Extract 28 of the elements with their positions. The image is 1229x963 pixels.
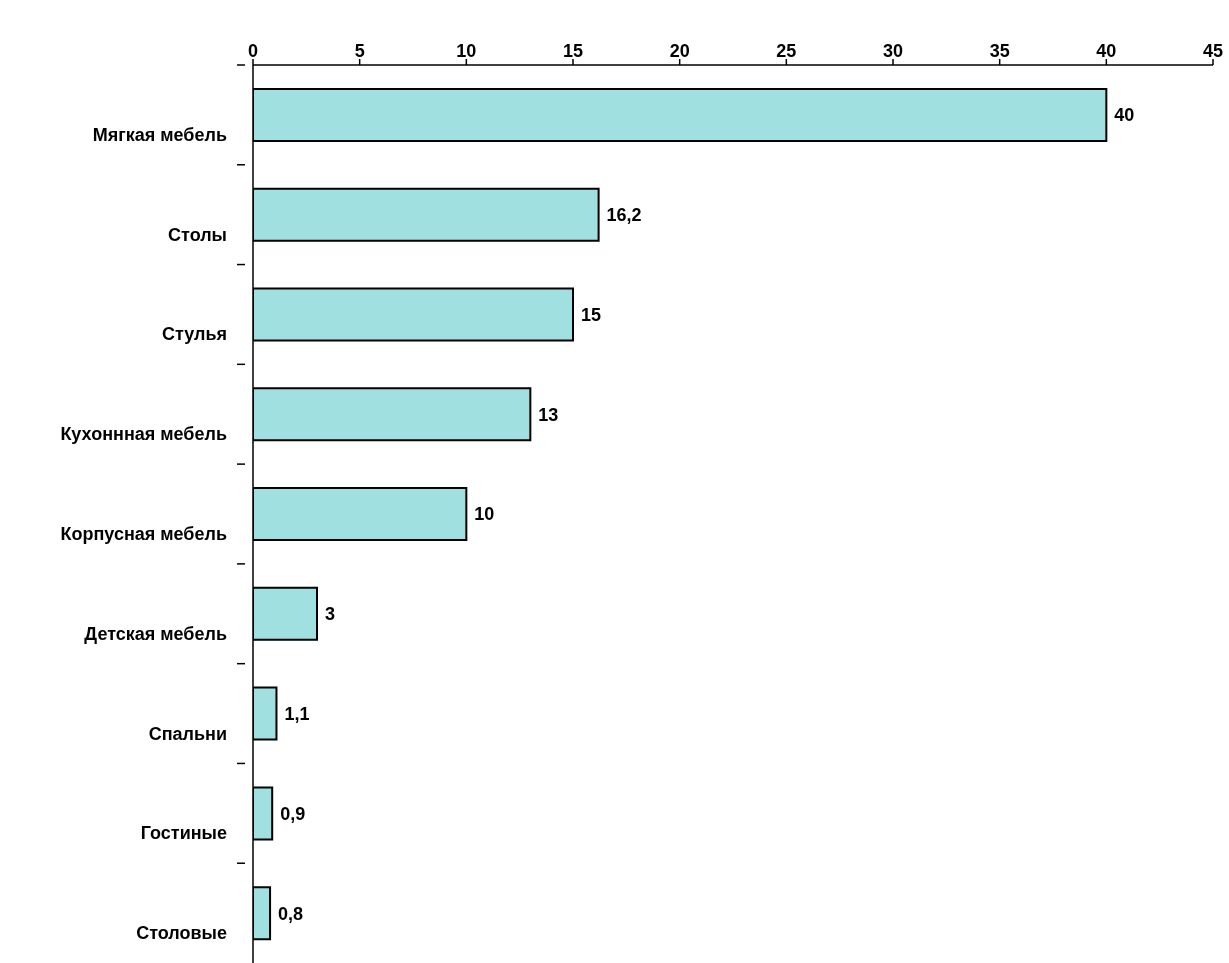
data-label: 40 [1114, 105, 1135, 126]
y-tick-label: Спальни [148, 723, 227, 744]
y-tick-label: Корпусная мебель [60, 524, 227, 544]
data-label: 10 [474, 504, 495, 525]
y-tick-label: Столовые [136, 923, 227, 944]
y-tick-label: Кухоннная мебель [60, 424, 227, 445]
data-label: 13 [538, 404, 559, 425]
x-tick-label: 40 [1096, 41, 1117, 61]
x-tick-label: 5 [354, 41, 365, 61]
data-label: 0,8 [278, 903, 304, 924]
y-tick-label: Столы [168, 224, 227, 245]
data-label: 0,9 [280, 803, 306, 824]
data-label: 16,2 [606, 205, 642, 226]
y-tick-label: Мягкая мебель [92, 124, 227, 145]
data-label: 3 [325, 604, 336, 625]
y-tick-label: Стулья [161, 324, 227, 345]
y-tick-label: Гостиные [140, 823, 227, 844]
x-tick-label: 20 [669, 41, 690, 61]
x-tick-label: 25 [776, 41, 797, 61]
y-tick-label: Детская мебель [84, 623, 227, 644]
x-tick-label: 45 [1202, 41, 1224, 61]
x-tick-label: 30 [882, 41, 904, 61]
data-label: 15 [581, 304, 602, 325]
x-tick-label: 35 [989, 41, 1010, 61]
data-label: 1,1 [284, 704, 310, 724]
x-tick-label: 0 [247, 41, 259, 61]
x-tick-label: 15 [562, 41, 584, 61]
x-tick-label: 10 [456, 41, 477, 61]
